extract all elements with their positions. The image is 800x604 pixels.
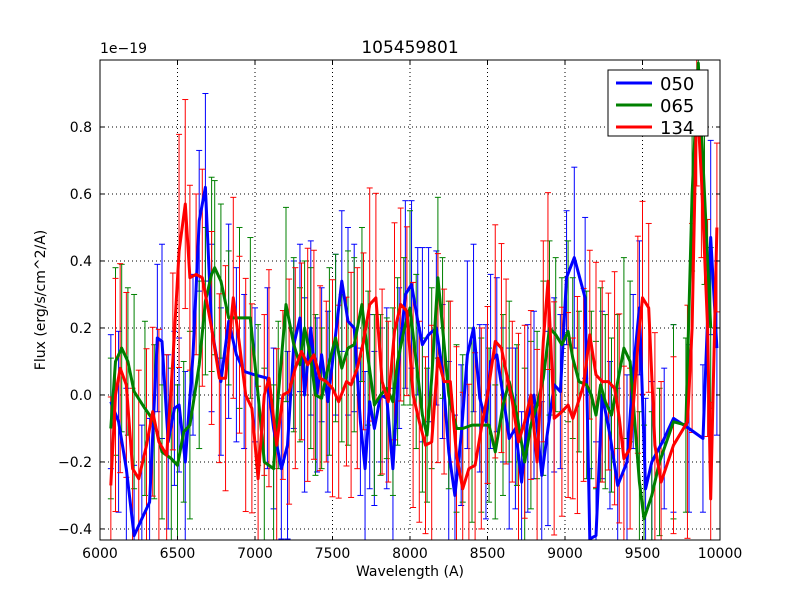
legend-label-134: 134 [660, 118, 694, 139]
x-tick-label: 7000 [237, 546, 273, 562]
y-tick-label: 0.8 [70, 120, 92, 136]
y-tick-label: 0.4 [70, 254, 92, 270]
x-tick-label: 9500 [625, 546, 661, 562]
x-tick-label: 8500 [470, 546, 506, 562]
legend-box [607, 69, 709, 137]
x-tick-label: 9000 [547, 546, 583, 562]
x-tick-label: 6000 [82, 546, 118, 562]
legend-label-050: 050 [660, 74, 694, 95]
y-tick-label: −0.4 [58, 522, 92, 538]
y-axis-label: Flux (erg/s/cm^2/A) [33, 230, 49, 370]
y-tick-label: 0.0 [70, 388, 92, 404]
x-axis-label: Wavelength (A) [356, 564, 464, 580]
series-lines [109, 61, 719, 540]
x-tick-label: 6500 [160, 546, 196, 562]
x-tick-label: 10000 [698, 546, 743, 562]
y-tick-label: 0.2 [70, 321, 92, 337]
legend-label-065: 065 [660, 96, 694, 117]
chart-title: 105459801 [361, 38, 458, 58]
ticks: 6000 6500 7000 7500 8000 8500 9000 9500 10000 −0.… [58, 60, 742, 562]
y-tick-label: 0.6 [70, 187, 92, 203]
y-offset-text: 1e−19 [100, 41, 147, 57]
x-tick-label: 7500 [315, 546, 351, 562]
series-line-134 [109, 92, 719, 501]
series-line-065 [109, 61, 713, 521]
x-tick-label: 8000 [392, 546, 428, 562]
y-tick-label: −0.2 [58, 455, 92, 471]
